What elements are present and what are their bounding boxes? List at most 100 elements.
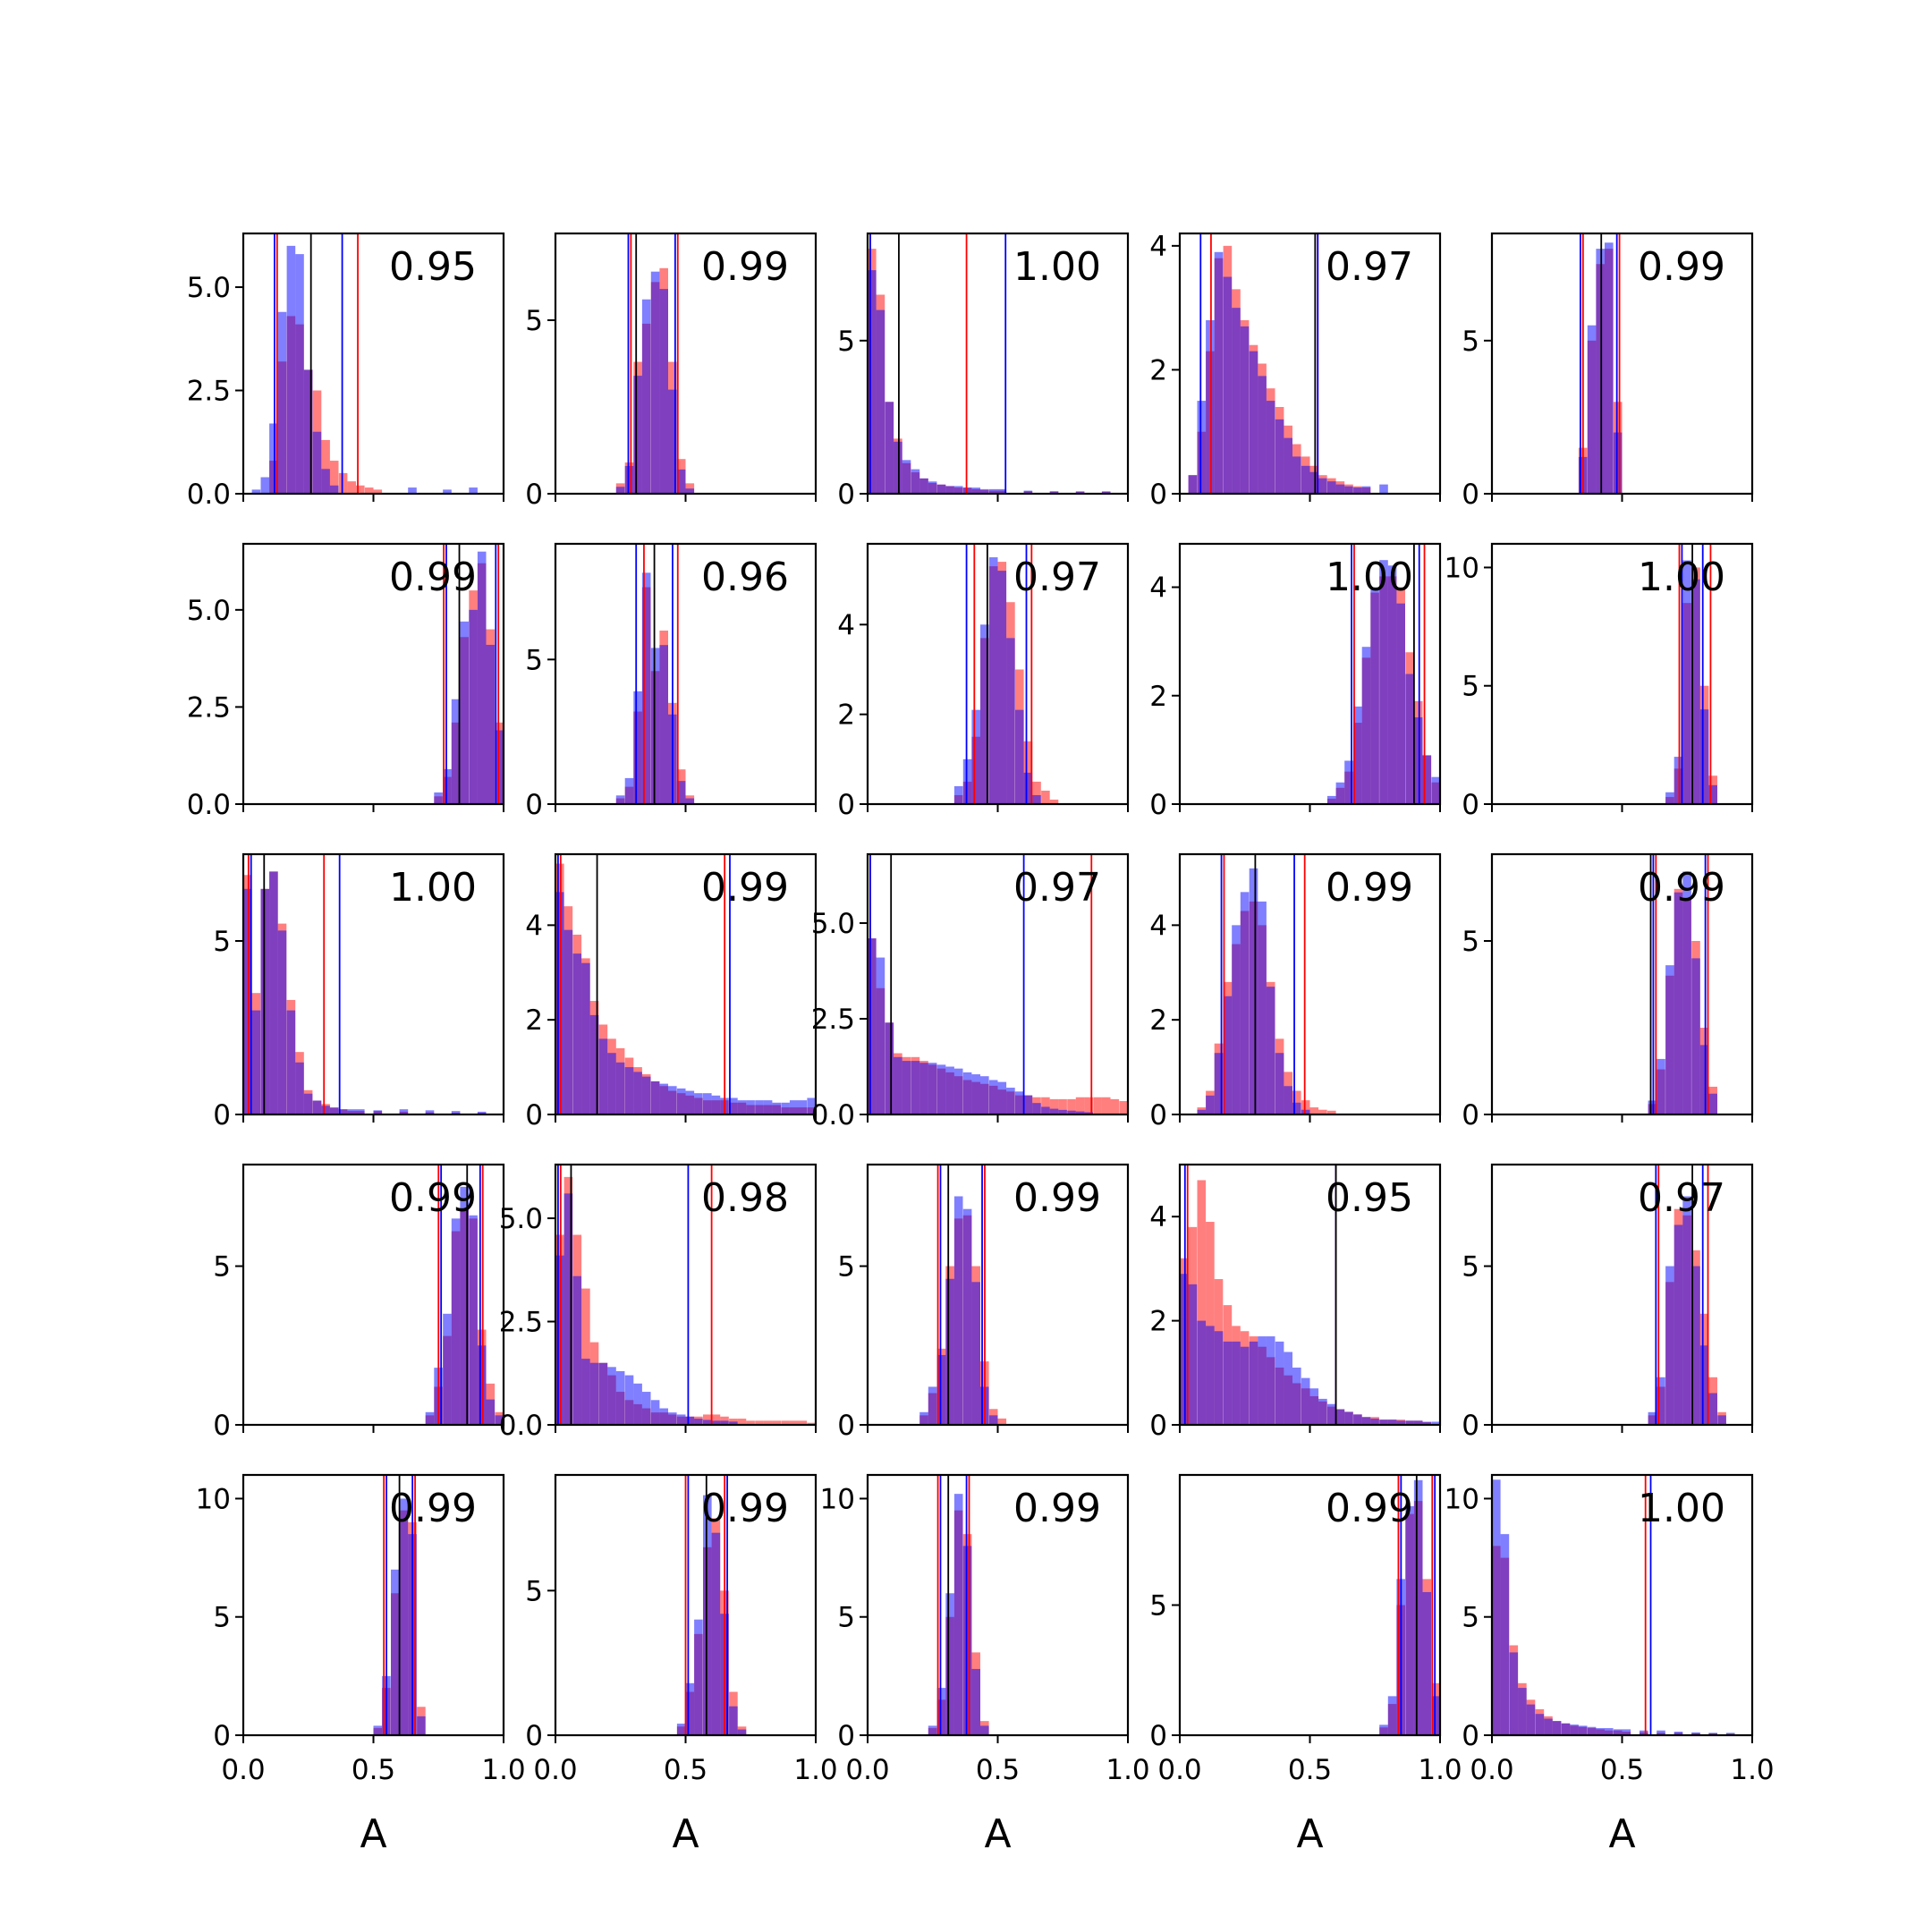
histogram-bar <box>260 888 270 1114</box>
blue-histogram <box>1327 560 1440 804</box>
histogram-bar <box>1301 465 1310 494</box>
histogram-bar <box>581 1359 590 1425</box>
y-tick-label: 0 <box>213 1410 231 1442</box>
histogram-bar <box>277 311 287 494</box>
subplot-3-1: 051.00 <box>213 852 505 1131</box>
histogram-bar <box>1206 1222 1215 1425</box>
histogram-bar <box>1353 1414 1362 1425</box>
histogram-bar <box>1093 1097 1102 1114</box>
histogram-bar <box>997 488 1007 494</box>
y-tick-label: 5 <box>1462 1251 1479 1284</box>
y-tick-label: 4 <box>1149 1201 1167 1233</box>
histogram-bar <box>1387 565 1397 804</box>
histogram-bar <box>1067 1098 1076 1114</box>
histogram-bar <box>1691 958 1700 1114</box>
histogram-bar <box>451 1111 461 1114</box>
y-tick-label: 2.5 <box>499 1307 543 1339</box>
histogram-bar <box>598 1362 608 1425</box>
histogram-bar <box>1657 1058 1665 1114</box>
histogram-bar <box>1084 1097 1093 1114</box>
x-tick-label: 0.5 <box>664 1754 708 1786</box>
histogram-bar <box>1206 1326 1215 1425</box>
corner-value-label: 0.97 <box>1638 1175 1725 1221</box>
plot-area <box>243 854 487 1114</box>
histogram-bar <box>1258 376 1267 494</box>
blue-histogram <box>1197 868 1310 1114</box>
y-tick-label: 5 <box>1462 671 1479 703</box>
corner-value-label: 0.99 <box>389 1486 477 1531</box>
blue-histogram <box>1648 871 1717 1114</box>
histogram-bar <box>312 1100 322 1114</box>
histogram-bar <box>1526 1704 1536 1735</box>
histogram-bar <box>451 699 461 804</box>
y-tick-label: 5 <box>1462 926 1479 958</box>
histogram-bar <box>668 1086 677 1114</box>
blue-histogram <box>555 892 816 1114</box>
x-axis-label: A <box>1608 1811 1635 1857</box>
histogram-bar <box>1058 1109 1067 1114</box>
histogram-bar <box>269 423 278 494</box>
corner-value-label: 0.97 <box>1013 865 1101 911</box>
histogram-bar <box>338 1109 348 1114</box>
histogram-bar <box>615 795 625 804</box>
histogram-bar <box>729 1421 738 1425</box>
y-tick-label: 2 <box>1149 1004 1167 1037</box>
histogram-bar <box>1674 1224 1683 1425</box>
histogram-bar <box>1387 1419 1397 1425</box>
histogram-bar <box>1699 1045 1709 1114</box>
histogram-bar <box>676 1414 686 1425</box>
histogram-bar <box>1561 1723 1571 1735</box>
histogram-bar <box>1587 325 1597 494</box>
subplot-3-2: 0 2 4 0.99 <box>525 852 818 1131</box>
histogram-bar <box>1049 491 1059 494</box>
y-tick-label: 5 <box>837 1251 855 1284</box>
histogram-bar <box>1049 1098 1059 1114</box>
plot-area <box>1578 233 1623 494</box>
histogram-bar <box>1674 892 1683 1114</box>
histogram-bar <box>772 1420 781 1425</box>
blue-histogram <box>1665 560 1717 804</box>
histogram-bar <box>936 1064 946 1114</box>
histogram-bar <box>953 1068 963 1114</box>
histogram-bar <box>676 1088 686 1114</box>
y-tick-label: 5 <box>525 644 543 676</box>
histogram-bar <box>251 1010 261 1114</box>
histogram-bar <box>1509 1652 1519 1735</box>
histogram-bar <box>1396 603 1405 804</box>
histogram-bar <box>659 645 668 804</box>
histogram-bar <box>589 1362 599 1425</box>
histogram-bar <box>477 1111 487 1114</box>
histogram-bar <box>1717 1415 1726 1425</box>
histogram-bar <box>1657 1377 1665 1425</box>
plot-area <box>615 233 695 494</box>
histogram-bar <box>1657 1730 1665 1735</box>
histogram-bar <box>1379 1724 1388 1735</box>
blue-histogram <box>928 1494 989 1735</box>
histogram-bar <box>312 431 322 494</box>
histogram-bar <box>1223 1341 1233 1425</box>
histogram-bar <box>919 1063 928 1114</box>
subplot-2-1: 0.0 2.5 5.0 0.99 <box>187 542 505 821</box>
histogram-bar <box>928 481 937 494</box>
y-tick-label: 2 <box>837 699 855 732</box>
histogram-bar <box>1431 776 1440 804</box>
plot-area <box>1492 1475 1735 1735</box>
histogram-bar <box>347 481 356 494</box>
y-tick-label: 2 <box>1149 354 1167 386</box>
histogram-bar <box>763 1420 773 1425</box>
histogram-bar <box>1292 456 1301 494</box>
corner-value-label: 1.00 <box>389 865 477 911</box>
histogram-bar <box>1110 1098 1120 1114</box>
histogram-bar <box>486 644 496 804</box>
y-tick-label: 5.0 <box>811 908 855 940</box>
histogram-bar <box>676 1724 686 1735</box>
histogram-bar <box>1292 1367 1301 1425</box>
y-tick-label: 2.5 <box>811 1004 855 1036</box>
histogram-bar <box>1648 1100 1657 1114</box>
y-tick-label: 0 <box>1462 789 1479 821</box>
histogram-bar <box>885 1022 894 1114</box>
histogram-bar <box>1015 1091 1024 1114</box>
subplot-1-5: 050.99 <box>1462 232 1754 511</box>
histogram-bar <box>1188 475 1198 494</box>
histogram-bar <box>650 648 660 804</box>
